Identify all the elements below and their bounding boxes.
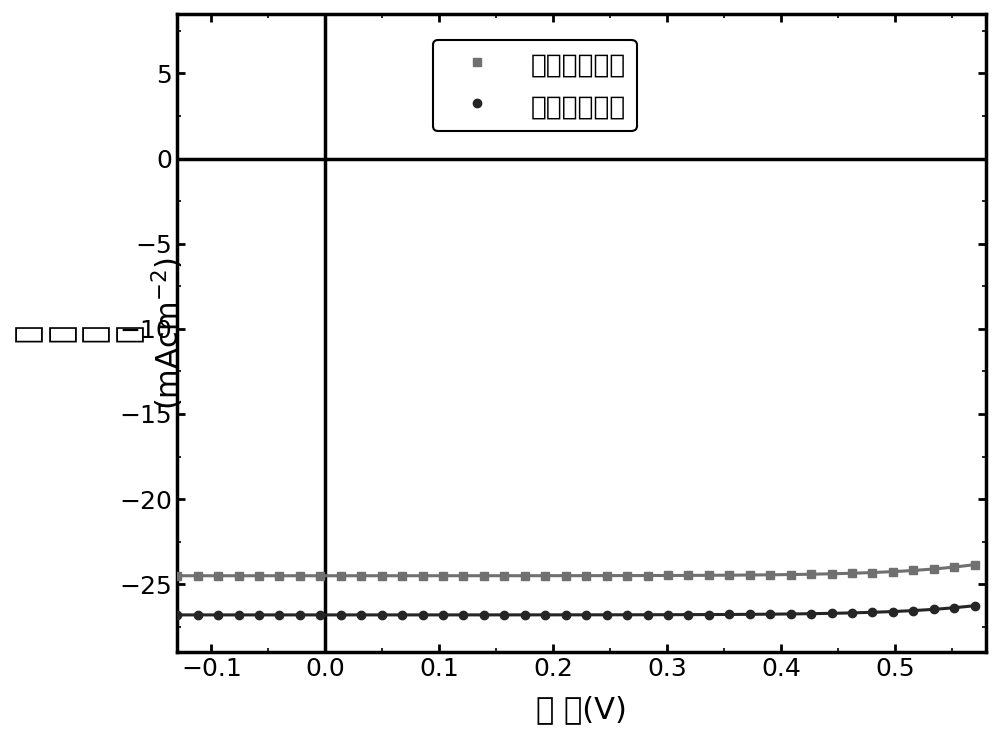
无碳纳米材料	[662, 571, 674, 580]
无碳纳米材料	[928, 565, 940, 573]
有碳纳米材料	[621, 610, 633, 619]
有碳纳米材料	[805, 610, 817, 618]
有碳纳米材料	[192, 610, 204, 619]
无碳纳米材料	[437, 571, 449, 580]
有碳纳米材料	[642, 610, 654, 619]
无碳纳米材料	[335, 571, 347, 580]
Line: 无碳纳米材料: 无碳纳米材料	[173, 560, 979, 580]
有碳纳米材料	[948, 603, 960, 612]
无碳纳米材料	[376, 571, 388, 580]
无碳纳米材料	[560, 571, 572, 580]
无碳纳米材料	[948, 562, 960, 571]
无碳纳米材料	[601, 571, 613, 580]
有碳纳米材料	[314, 610, 326, 619]
X-axis label: 电 压(V): 电 压(V)	[536, 695, 627, 724]
有碳纳米材料	[887, 607, 899, 616]
无碳纳米材料	[785, 570, 797, 579]
无碳纳米材料	[478, 571, 490, 580]
无碳纳米材料	[192, 571, 204, 580]
无碳纳米材料	[907, 566, 919, 575]
有碳纳米材料	[826, 609, 838, 618]
有碳纳米材料	[601, 610, 613, 619]
有碳纳米材料	[273, 610, 285, 619]
有碳纳米材料	[580, 610, 592, 619]
无碳纳米材料	[171, 571, 183, 580]
无碳纳米材料	[846, 569, 858, 578]
有碳纳米材料	[928, 605, 940, 614]
无碳纳米材料	[969, 560, 981, 569]
有碳纳米材料	[560, 610, 572, 619]
无碳纳米材料	[723, 570, 735, 579]
无碳纳米材料	[498, 571, 510, 580]
无碳纳米材料	[457, 571, 469, 580]
无碳纳米材料	[233, 571, 245, 580]
无碳纳米材料	[396, 571, 408, 580]
有碳纳米材料	[519, 610, 531, 619]
有碳纳米材料	[253, 610, 265, 619]
有碳纳米材料	[703, 610, 715, 619]
有碳纳米材料	[682, 610, 694, 619]
有碳纳米材料	[376, 610, 388, 619]
有碳纳米材料	[355, 610, 367, 619]
无碳纳米材料	[519, 571, 531, 580]
有碳纳米材料	[662, 610, 674, 619]
无碳纳米材料	[294, 571, 306, 580]
无碳纳米材料	[703, 571, 715, 580]
无碳纳米材料	[887, 568, 899, 576]
Legend: 无碳纳米材料, 有碳纳米材料: 无碳纳米材料, 有碳纳米材料	[433, 40, 637, 131]
无碳纳米材料	[539, 571, 551, 580]
有碳纳米材料	[457, 610, 469, 619]
有碳纳米材料	[846, 608, 858, 617]
有碳纳米材料	[478, 610, 490, 619]
有碳纳米材料	[396, 610, 408, 619]
有碳纳米材料	[294, 610, 306, 619]
有碳纳米材料	[907, 606, 919, 615]
有碳纳米材料	[764, 610, 776, 618]
无碳纳米材料	[682, 571, 694, 580]
无碳纳米材料	[355, 571, 367, 580]
无碳纳米材料	[253, 571, 265, 580]
无碳纳米材料	[212, 571, 224, 580]
有碳纳米材料	[212, 610, 224, 619]
无碳纳米材料	[417, 571, 429, 580]
有碳纳米材料	[417, 610, 429, 619]
Line: 有碳纳米材料: 有碳纳米材料	[173, 601, 979, 619]
无碳纳米材料	[866, 568, 878, 577]
Y-axis label: 电
流
密
度
(mAcm$^{-2}$): 电 流 密 度 (mAcm$^{-2}$)	[14, 257, 186, 410]
有碳纳米材料	[437, 610, 449, 619]
无碳纳米材料	[826, 569, 838, 578]
无碳纳米材料	[273, 571, 285, 580]
无碳纳米材料	[580, 571, 592, 580]
有碳纳米材料	[866, 608, 878, 617]
有碳纳米材料	[539, 610, 551, 619]
有碳纳米材料	[744, 610, 756, 618]
有碳纳米材料	[171, 610, 183, 619]
有碳纳米材料	[498, 610, 510, 619]
无碳纳米材料	[642, 571, 654, 580]
有碳纳米材料	[335, 610, 347, 619]
无碳纳米材料	[314, 571, 326, 580]
有碳纳米材料	[785, 610, 797, 618]
有碳纳米材料	[969, 601, 981, 610]
无碳纳米材料	[805, 570, 817, 579]
有碳纳米材料	[723, 610, 735, 619]
无碳纳米材料	[744, 570, 756, 579]
无碳纳米材料	[764, 570, 776, 579]
无碳纳米材料	[621, 571, 633, 580]
有碳纳米材料	[233, 610, 245, 619]
